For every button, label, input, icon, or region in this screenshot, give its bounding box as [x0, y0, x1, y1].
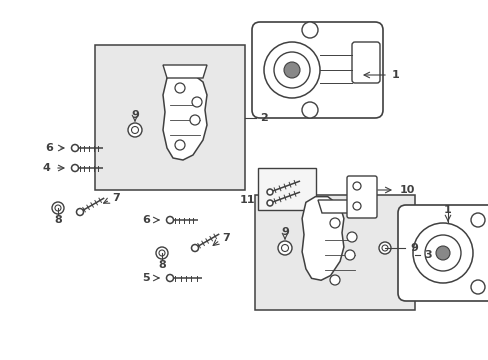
- Circle shape: [352, 182, 360, 190]
- Circle shape: [302, 102, 317, 118]
- Circle shape: [166, 216, 173, 224]
- Text: 9: 9: [131, 110, 139, 120]
- Circle shape: [302, 22, 317, 38]
- Circle shape: [329, 275, 339, 285]
- Circle shape: [166, 274, 173, 282]
- Polygon shape: [163, 65, 206, 78]
- Circle shape: [175, 83, 184, 93]
- Circle shape: [284, 62, 299, 78]
- Circle shape: [435, 246, 449, 260]
- Circle shape: [192, 97, 202, 107]
- Text: 10: 10: [399, 185, 414, 195]
- Bar: [254, 195, 414, 310]
- Circle shape: [266, 200, 272, 206]
- Circle shape: [412, 223, 472, 283]
- Text: 7: 7: [112, 193, 120, 203]
- Circle shape: [345, 250, 354, 260]
- Circle shape: [71, 144, 79, 152]
- Text: 2: 2: [260, 113, 267, 123]
- Circle shape: [190, 115, 200, 125]
- Circle shape: [266, 189, 272, 195]
- Circle shape: [278, 241, 291, 255]
- Polygon shape: [163, 72, 206, 160]
- Circle shape: [470, 213, 484, 227]
- Circle shape: [71, 165, 79, 171]
- Circle shape: [52, 202, 64, 214]
- Bar: [95, 45, 244, 190]
- Text: 4: 4: [42, 163, 50, 173]
- Text: 11: 11: [239, 195, 254, 205]
- Text: 1: 1: [391, 70, 399, 80]
- Polygon shape: [317, 200, 361, 213]
- Circle shape: [273, 52, 309, 88]
- Circle shape: [175, 140, 184, 150]
- Circle shape: [346, 232, 356, 242]
- Text: 6: 6: [142, 215, 150, 225]
- Text: 7: 7: [222, 233, 229, 243]
- Circle shape: [424, 235, 460, 271]
- Circle shape: [352, 202, 360, 210]
- Text: 6: 6: [45, 143, 53, 153]
- FancyBboxPatch shape: [346, 176, 376, 218]
- Polygon shape: [302, 197, 343, 280]
- Circle shape: [191, 244, 198, 252]
- Circle shape: [128, 123, 142, 137]
- Text: 8: 8: [54, 215, 62, 225]
- Circle shape: [76, 208, 83, 216]
- Circle shape: [378, 242, 390, 254]
- Circle shape: [329, 218, 339, 228]
- FancyBboxPatch shape: [351, 42, 379, 83]
- Text: 8: 8: [158, 260, 165, 270]
- Text: 1: 1: [443, 205, 451, 215]
- Text: 3: 3: [423, 250, 431, 260]
- FancyBboxPatch shape: [397, 205, 488, 301]
- Circle shape: [470, 280, 484, 294]
- Circle shape: [156, 247, 168, 259]
- Circle shape: [264, 42, 319, 98]
- Text: 5: 5: [142, 273, 150, 283]
- Text: 9: 9: [281, 227, 288, 237]
- Text: 9: 9: [409, 243, 417, 253]
- Bar: [258, 168, 315, 210]
- FancyBboxPatch shape: [251, 22, 382, 118]
